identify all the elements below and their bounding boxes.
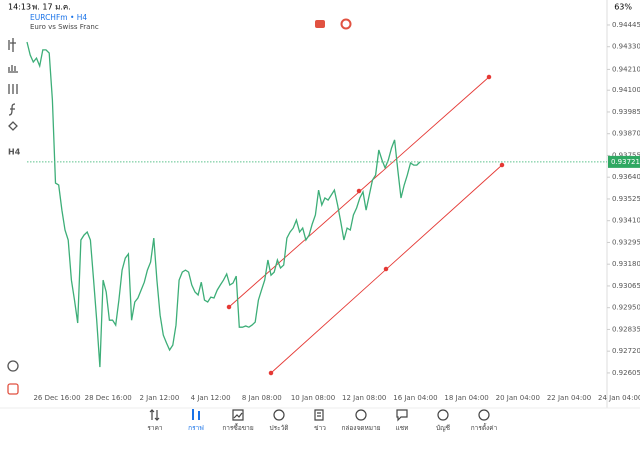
- price-line: [26, 41, 421, 368]
- status-time: 14:13: [8, 3, 31, 12]
- nav-label[interactable]: ราคา: [147, 424, 162, 432]
- symbol-description: Euro vs Swiss Franc: [30, 23, 99, 31]
- y-tick-label: 0.93525: [612, 195, 640, 203]
- trendline-point[interactable]: [268, 370, 274, 376]
- tool-icon[interactable]: [8, 84, 18, 94]
- y-tick-label: 0.93870: [612, 130, 640, 138]
- nav-label[interactable]: ข่าว: [314, 424, 326, 432]
- tool-icon[interactable]: [8, 121, 18, 131]
- current-price-label: 0.93721: [611, 158, 640, 166]
- chart-icon[interactable]: [315, 20, 325, 28]
- y-tick-label: 0.93295: [612, 238, 640, 246]
- y-tick-label: 0.94330: [612, 43, 640, 51]
- tool-icon[interactable]: [8, 38, 16, 52]
- y-tick-label: 0.94445: [612, 21, 640, 29]
- x-tick-label: 12 Jan 08:00: [342, 394, 386, 402]
- tool-icon[interactable]: [8, 103, 16, 116]
- chart-icon[interactable]: [340, 18, 352, 30]
- trendline-point[interactable]: [356, 188, 362, 194]
- tool-icon[interactable]: [8, 65, 18, 73]
- y-tick-label: 0.92835: [612, 325, 640, 333]
- nav-label[interactable]: ประวัติ: [270, 424, 289, 432]
- x-tick-label: 20 Jan 04:00: [496, 394, 540, 402]
- nav-label[interactable]: กราฟ: [188, 424, 204, 432]
- timeframe[interactable]: H4: [8, 148, 21, 157]
- x-tick-label: 24 Jan 04:00: [598, 394, 640, 402]
- y-tick-label: 0.93180: [612, 260, 640, 268]
- x-tick-label: 10 Jan 08:00: [291, 394, 335, 402]
- x-tick-label: 22 Jan 04:00: [547, 394, 591, 402]
- y-tick-label: 0.93755: [612, 151, 640, 159]
- nav-label[interactable]: บัญชี: [436, 424, 451, 432]
- trendlines: [226, 74, 505, 376]
- nav-icons: [149, 409, 490, 422]
- x-tick-label: 26 Dec 16:00: [33, 394, 80, 402]
- tool-icon[interactable]: [7, 383, 19, 395]
- y-tick-label: 0.92605: [612, 369, 640, 377]
- nav-label[interactable]: แชท: [396, 424, 409, 432]
- trendline-point[interactable]: [486, 74, 492, 80]
- trendline-point[interactable]: [499, 162, 505, 168]
- y-tick-label: 0.94100: [612, 86, 640, 94]
- nav-label[interactable]: การซื้อขาย: [222, 423, 253, 432]
- x-tick-label: 16 Jan 04:00: [393, 394, 437, 402]
- x-tick-label: 8 Jan 08:00: [242, 394, 282, 402]
- tool-icon[interactable]: [7, 360, 19, 372]
- y-tick-label: 0.92950: [612, 304, 640, 312]
- left-toolbar: [7, 38, 19, 395]
- y-tick-label: 0.93065: [612, 282, 640, 290]
- x-tick-label: 18 Jan 04:00: [444, 394, 488, 402]
- nav-label[interactable]: กล่องจดหมาย: [341, 424, 380, 432]
- trendline-point[interactable]: [383, 266, 389, 272]
- y-tick-label: 0.93985: [612, 108, 640, 116]
- x-tick-label: 2 Jan 12:00: [139, 394, 179, 402]
- y-tick-label: 0.94210: [612, 65, 640, 73]
- y-tick-label: 0.93410: [612, 217, 640, 225]
- x-tick-label: 4 Jan 12:00: [191, 394, 231, 402]
- trendline-point[interactable]: [226, 304, 232, 310]
- symbol[interactable]: EURCHFm • H4: [30, 13, 87, 22]
- x-tick-label: 28 Dec 16:00: [85, 394, 132, 402]
- status-battery: 63%: [614, 3, 632, 12]
- y-tick-label: 0.92720: [612, 347, 640, 355]
- status-date: พ. 17 ม.ค.: [32, 3, 71, 12]
- y-tick-label: 0.93640: [612, 173, 640, 181]
- current-price-box: [608, 155, 640, 168]
- nav-label[interactable]: การตั้งค่า: [471, 423, 498, 432]
